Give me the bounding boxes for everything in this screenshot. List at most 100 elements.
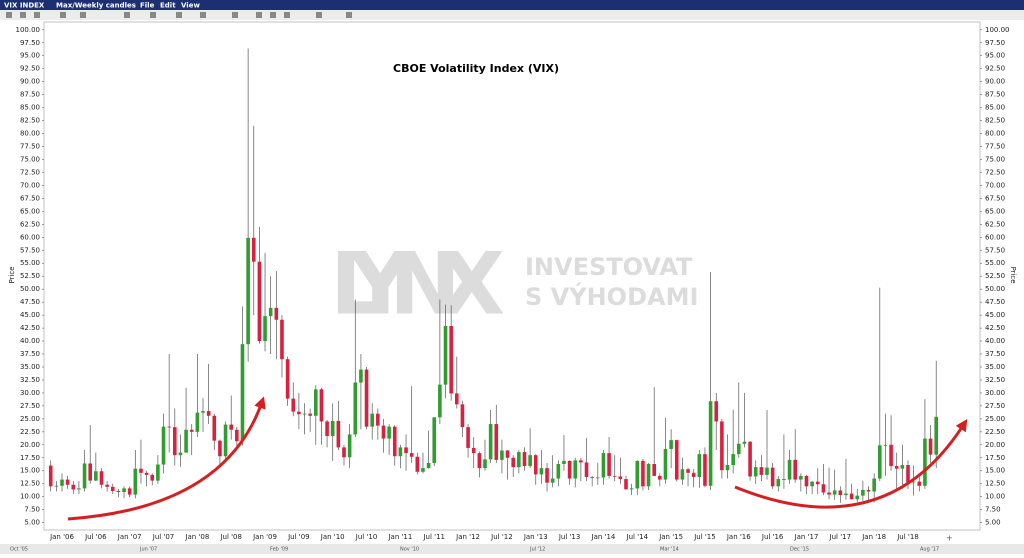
candle-body	[218, 440, 222, 457]
y-tick-label: 17.50	[20, 454, 40, 462]
y2-tick-label: 82.50	[985, 117, 1005, 125]
x-tick-label: Jul '14	[626, 533, 649, 541]
candle-body	[370, 413, 374, 427]
y2-tick-label: 15.00	[985, 467, 1005, 475]
candle-body	[607, 453, 611, 476]
candle-body	[765, 467, 769, 475]
candle-body	[720, 421, 724, 471]
y2-tick-label: 22.50	[985, 428, 1005, 436]
candle-body	[483, 459, 487, 469]
y2-tick-label: 92.50	[985, 65, 1005, 73]
candle-body	[646, 464, 651, 487]
y2-tick-label: 20.00	[985, 441, 1005, 449]
candle-body	[178, 452, 183, 456]
y-tick-label: 55.00	[20, 259, 40, 267]
candle-body	[415, 456, 420, 472]
x-tick-label: Jul '08	[219, 533, 242, 541]
x-tick-label: Jul '09	[287, 533, 310, 541]
x-tick-label: Jan '09	[252, 533, 277, 541]
candle-body	[110, 486, 115, 491]
candle-body	[590, 476, 594, 478]
candle-body	[596, 477, 600, 479]
toolbar-icons[interactable]	[6, 12, 352, 18]
y-tick-label: 27.50	[20, 402, 40, 410]
candle-body	[438, 384, 442, 418]
candle-body	[60, 479, 64, 486]
candle-body	[703, 454, 707, 486]
y-tick-label: 65.00	[20, 207, 40, 215]
candle-body	[567, 460, 572, 479]
y-tick-label: 77.50	[20, 143, 40, 151]
candle-body	[201, 411, 205, 413]
x-tick-label: Jan '06	[49, 533, 74, 541]
navigator-label: Jun '07	[139, 547, 157, 553]
y2-tick-label: 90.00	[985, 78, 1005, 86]
candle-body	[82, 463, 87, 489]
candle-body	[359, 369, 363, 383]
navigator[interactable]	[0, 544, 1024, 554]
candle-body	[838, 490, 843, 496]
x-tick-label: Jan '16	[726, 533, 751, 541]
menu-edit[interactable]: Edit	[160, 2, 176, 10]
y2-tick-label: 75.00	[985, 155, 1005, 163]
candle-body	[545, 468, 549, 483]
candle-body	[934, 416, 938, 455]
candle-body	[624, 479, 628, 490]
arrow	[67, 396, 266, 521]
candle-body	[641, 460, 645, 487]
y2-tick-label: 42.50	[985, 324, 1005, 332]
candle-body	[861, 489, 865, 496]
candle-body	[460, 404, 465, 428]
candle-body	[455, 393, 459, 405]
navigator-label: Mar '14	[660, 547, 679, 553]
candle-body	[392, 426, 397, 457]
x-tick-label: Jul '11	[422, 533, 445, 541]
y-tick-label: 10.00	[20, 493, 40, 501]
y2-tick-label: 35.00	[985, 363, 1005, 371]
candle-body	[770, 467, 775, 487]
y2-tick-label: 70.00	[985, 181, 1005, 189]
y2-tick-label: 72.50	[985, 168, 1005, 176]
chart-title: CBOE Volatility Index (VIX)	[393, 62, 559, 75]
x-tick-label: Jan '10	[320, 533, 345, 541]
candle-body	[156, 464, 160, 481]
candle-body	[725, 465, 730, 471]
x-tick-label: Jan '15	[658, 533, 683, 541]
menu-view[interactable]: View	[181, 2, 200, 10]
y-tick-label: 80.00	[20, 130, 40, 138]
y-tick-label: 95.00	[20, 52, 40, 60]
candle-body	[674, 440, 679, 480]
y2-tick-label: 87.50	[985, 91, 1005, 99]
candle-body	[680, 469, 685, 480]
x-tick-label: Jul '06	[84, 533, 107, 541]
candle-body	[686, 469, 690, 473]
candle-body	[844, 493, 848, 496]
candle-body	[268, 307, 273, 317]
add-button[interactable]: +	[946, 534, 953, 543]
navigator-label: Oct '05	[10, 547, 28, 553]
y2-tick-label: 47.50	[985, 298, 1005, 306]
y-tick-label: 100.00	[16, 26, 41, 34]
candle-body	[274, 307, 279, 320]
y-tick-label: 40.00	[20, 337, 40, 345]
x-tick-label: Jan '08	[184, 533, 209, 541]
candle-body	[883, 444, 888, 446]
candle-body	[144, 472, 149, 475]
candle-body	[810, 481, 814, 487]
candle-body	[223, 424, 228, 457]
symbol[interactable]: VIX INDEX	[4, 2, 45, 10]
candle-body	[517, 452, 521, 468]
candle-body	[697, 454, 702, 477]
candle-body	[556, 464, 561, 479]
candle-body	[787, 459, 792, 480]
menu-file[interactable]: File	[140, 2, 155, 10]
view-menu[interactable]: Max/Weekly candles	[56, 2, 136, 10]
y-tick-label: 22.50	[20, 428, 40, 436]
y2-tick-label: 32.50	[985, 376, 1005, 384]
y-tick-label: 72.50	[20, 168, 40, 176]
x-tick-label: Jan '17	[794, 533, 819, 541]
candle-body	[94, 471, 98, 481]
candle-body	[691, 472, 696, 477]
candle-body	[866, 489, 871, 492]
